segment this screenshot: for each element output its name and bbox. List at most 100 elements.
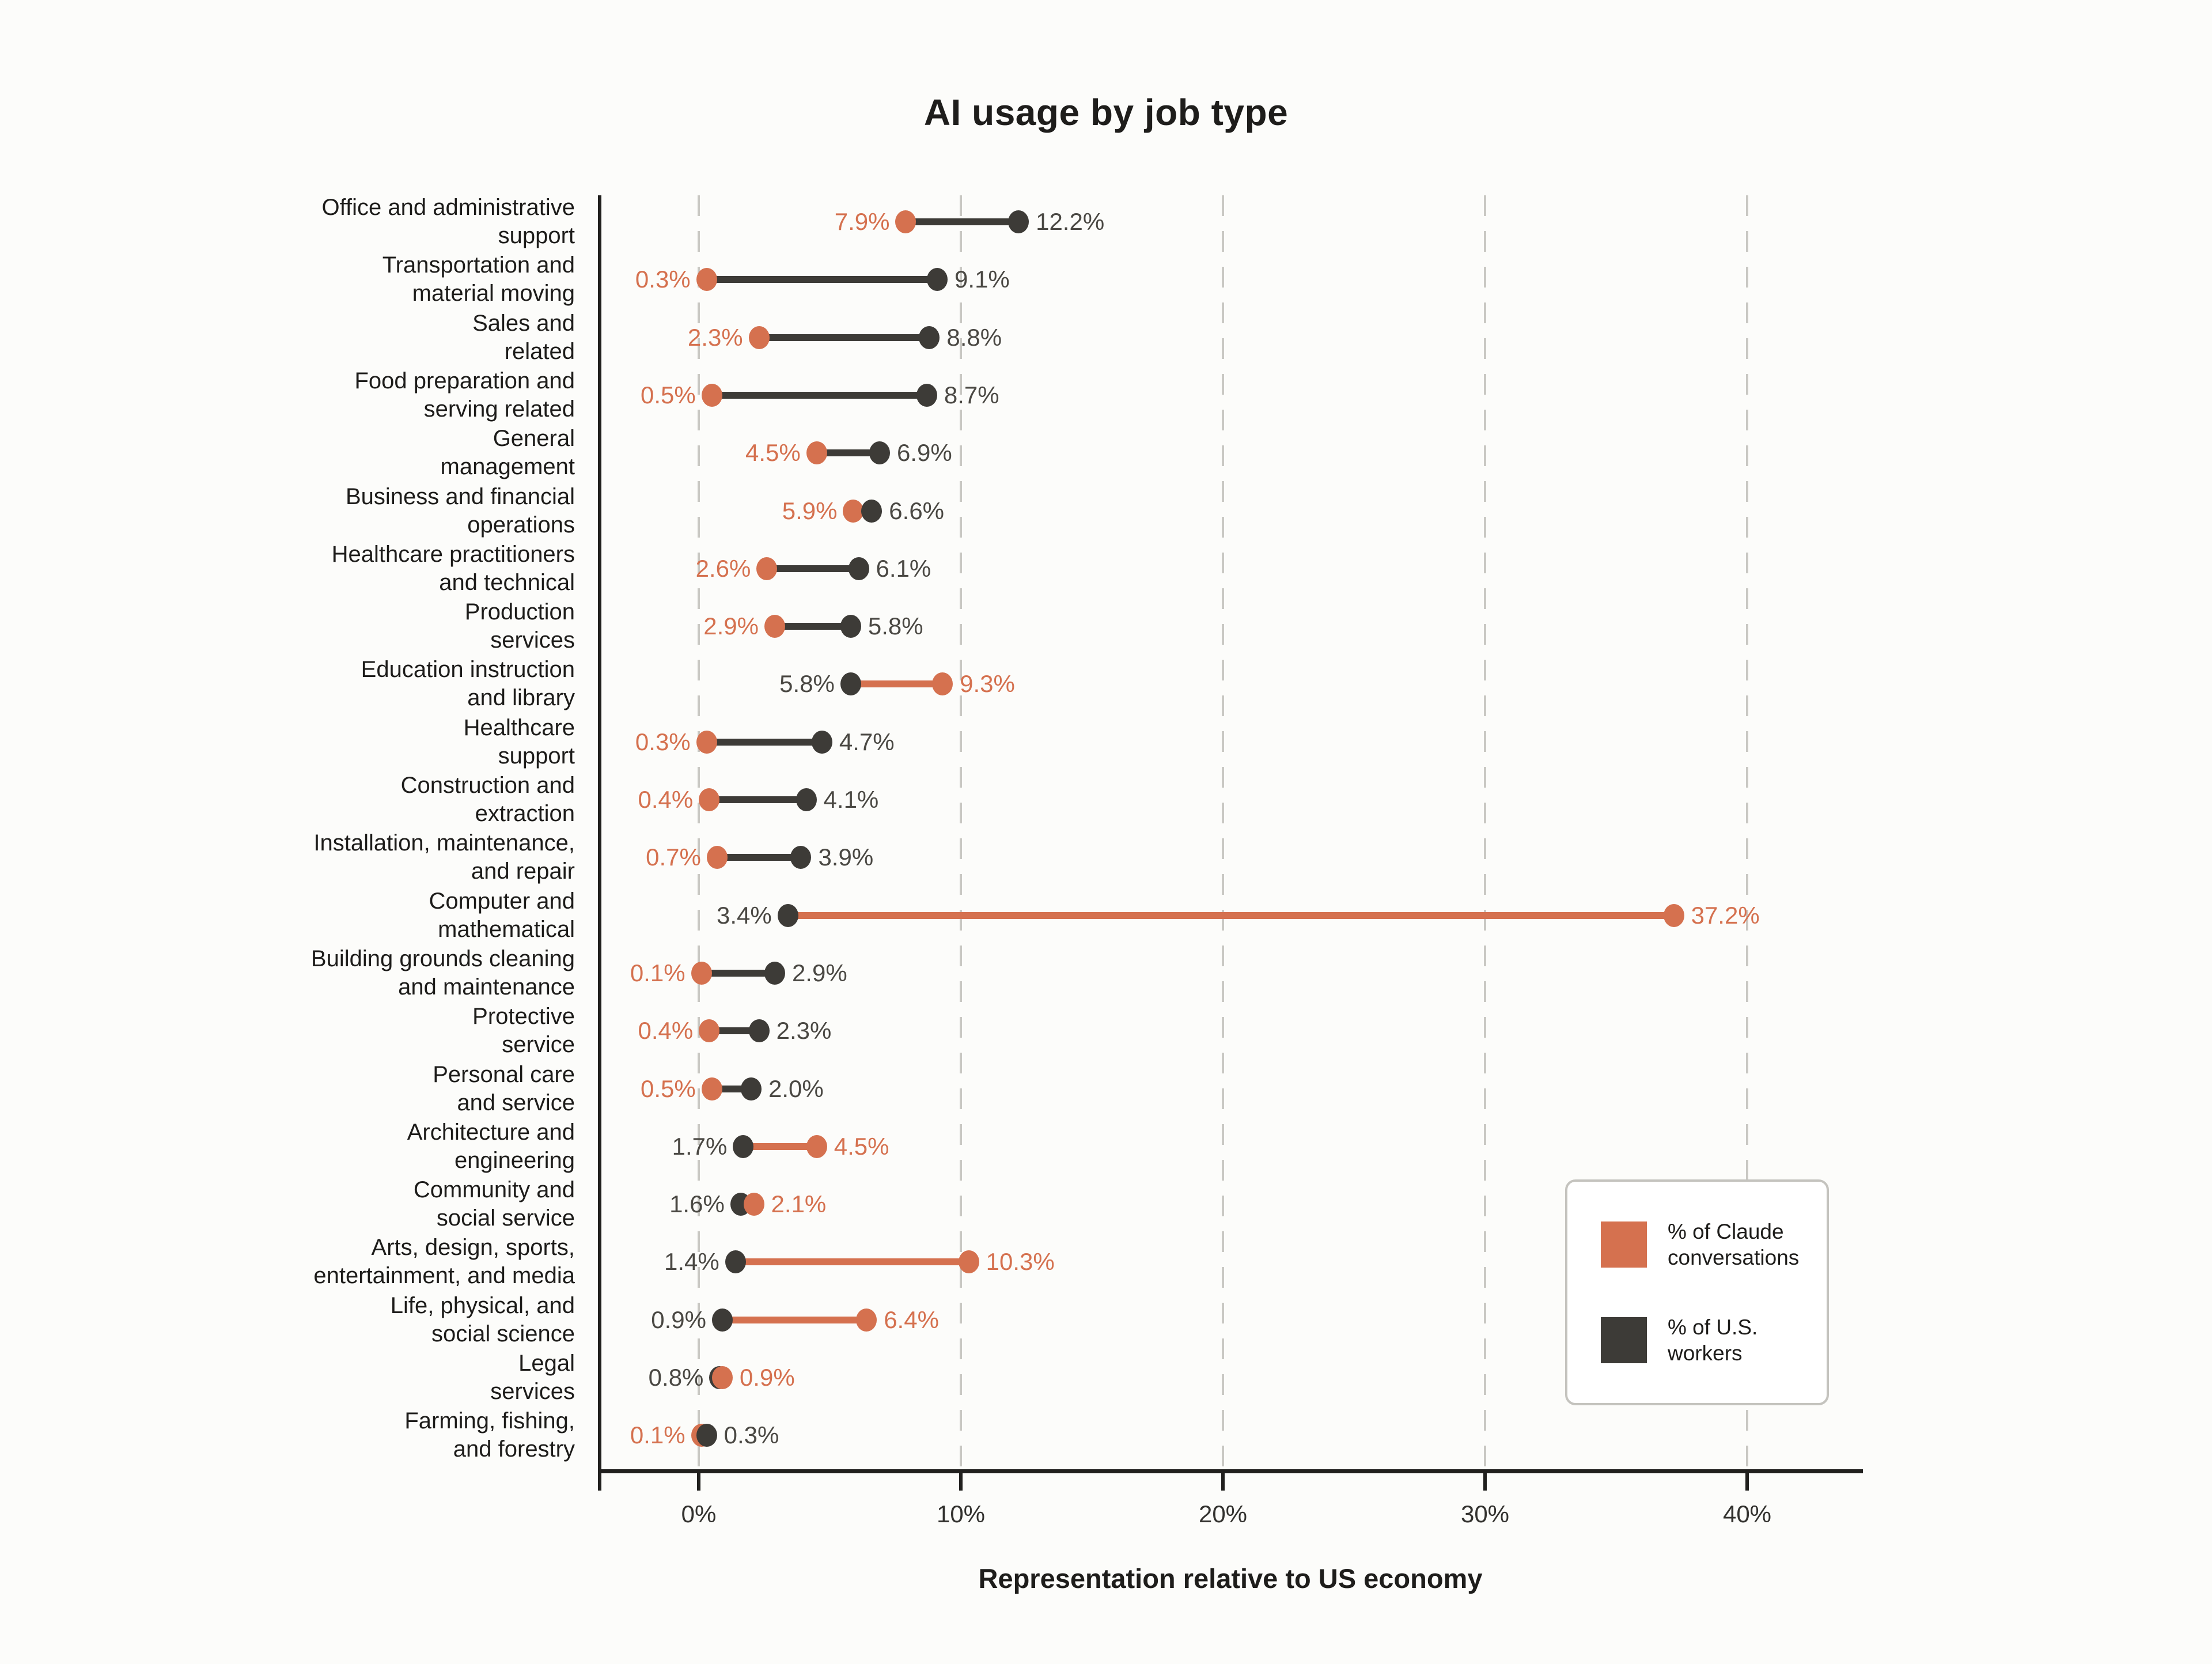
dumbbell-connector [787, 912, 1674, 919]
x-axis-line [598, 1469, 1863, 1473]
x-tick [1221, 1473, 1225, 1491]
dumbbell-connector [767, 565, 859, 572]
us-dot [869, 441, 890, 465]
us-value-label: 9.1% [955, 266, 1010, 293]
category-label: Business and financial operations [345, 483, 575, 538]
us-dot [733, 1134, 754, 1158]
gridline-20% [1222, 195, 1224, 1469]
claude-dot [764, 615, 785, 638]
claude-value-label: 10.3% [986, 1248, 1055, 1276]
dumbbell-connector [706, 738, 822, 746]
claude-value-label: 0.5% [641, 381, 696, 409]
claude-value-label: 0.3% [635, 266, 691, 293]
claude-value-label: 9.3% [960, 670, 1015, 698]
category-label: Farming, fishing, and forestry [404, 1408, 575, 1462]
category-label: Life, physical, and social science [390, 1292, 575, 1347]
category-label: Protective service [472, 1004, 575, 1058]
category-label: Community and social service [413, 1177, 575, 1231]
claude-value-label: 37.2% [1691, 901, 1760, 929]
legend-label-us: % of U.S. workers [1668, 1315, 1758, 1365]
claude-dot [756, 557, 778, 580]
us-dot [840, 672, 861, 696]
gridline-0% [698, 195, 700, 1469]
claude-dot [711, 1366, 733, 1389]
category-label: Office and administrative support [321, 195, 575, 248]
claude-dot [706, 846, 728, 869]
us-value-label: 2.9% [791, 959, 847, 986]
category-label: Sales and related [472, 310, 575, 364]
category-label: Building grounds cleaning and maintenance [310, 946, 575, 1000]
us-dot [840, 615, 861, 638]
us-value-label: 2.0% [768, 1075, 824, 1102]
claude-value-label: 0.1% [630, 959, 685, 986]
claude-value-label: 6.4% [884, 1306, 939, 1333]
claude-value-label: 2.1% [771, 1190, 827, 1218]
claude-value-label: 2.3% [687, 323, 743, 351]
legend: % of Claude conversations % of U.S. work… [1565, 1179, 1829, 1405]
claude-value-label: 0.9% [739, 1364, 795, 1391]
us-value-label: 3.4% [716, 901, 772, 929]
claude-dot [932, 672, 953, 696]
us-dot [711, 1308, 733, 1332]
claude-dot [701, 383, 722, 407]
dumbbell-connector [816, 449, 880, 457]
us-dot [790, 846, 812, 869]
claude-value-label: 0.7% [646, 844, 701, 871]
us-dot [927, 268, 948, 292]
claude-value-label: 2.9% [703, 612, 759, 640]
us-value-label: 4.7% [839, 728, 895, 755]
x-tick-label: 0% [681, 1500, 717, 1527]
category-label: Installation, maintenance, and repair [313, 830, 575, 884]
claude-dot [806, 441, 827, 465]
category-label: Food preparation and serving related [354, 368, 575, 422]
us-dot [811, 730, 832, 754]
claude-value-label: 7.9% [834, 208, 890, 235]
category-label: Computer and mathematical [429, 888, 575, 942]
us-value-label: 8.8% [946, 323, 1002, 351]
claude-value-label: 5.9% [782, 497, 838, 524]
us-value-label: 5.8% [868, 612, 923, 640]
us-dot [764, 961, 785, 985]
us-value-label: 5.8% [779, 670, 835, 698]
claude-value-label: 0.1% [630, 1421, 685, 1449]
us-value-label: 1.7% [672, 1132, 728, 1160]
us-dot [916, 383, 937, 407]
claude-dot [806, 1134, 827, 1158]
claude-dot [701, 1077, 722, 1100]
claude-dot [856, 1308, 877, 1332]
dumbbell-connector [711, 391, 927, 399]
us-dot [861, 499, 882, 523]
gridline-40% [1746, 195, 1748, 1469]
us-dot [1008, 210, 1029, 233]
us-value-label: 4.1% [823, 786, 879, 813]
us-dot [741, 1077, 762, 1100]
claude-value-label: 0.4% [638, 1017, 694, 1045]
claude-swatch-icon [1601, 1221, 1647, 1268]
y-axis-line [598, 195, 601, 1491]
us-dot [777, 903, 798, 927]
us-value-label: 1.6% [669, 1190, 725, 1218]
us-value-label: 3.9% [818, 844, 874, 871]
legend-item-claude: % of Claude conversations [1601, 1219, 1827, 1270]
claude-dot [696, 730, 717, 754]
claude-dot [691, 961, 712, 985]
us-value-label: 0.3% [724, 1421, 779, 1449]
claude-value-label: 0.3% [635, 728, 691, 755]
claude-value-label: 4.5% [834, 1132, 889, 1160]
category-label: Transportation and material moving [382, 252, 575, 307]
category-label: Healthcare practitioners and technical [331, 541, 575, 595]
us-swatch-icon [1601, 1317, 1647, 1363]
us-value-label: 2.3% [776, 1017, 832, 1045]
legend-item-us: % of U.S. workers [1601, 1314, 1827, 1366]
x-tick-label: 40% [1722, 1500, 1772, 1527]
claude-dot [699, 1019, 720, 1043]
claude-value-label: 0.4% [638, 786, 694, 813]
claude-dot [699, 788, 720, 811]
x-tick-label: 10% [936, 1500, 986, 1527]
us-value-label: 6.1% [876, 554, 931, 582]
us-value-label: 12.2% [1036, 208, 1105, 235]
us-value-label: 1.4% [664, 1248, 719, 1276]
dumbbell-connector [743, 1143, 817, 1150]
x-tick [959, 1473, 963, 1491]
